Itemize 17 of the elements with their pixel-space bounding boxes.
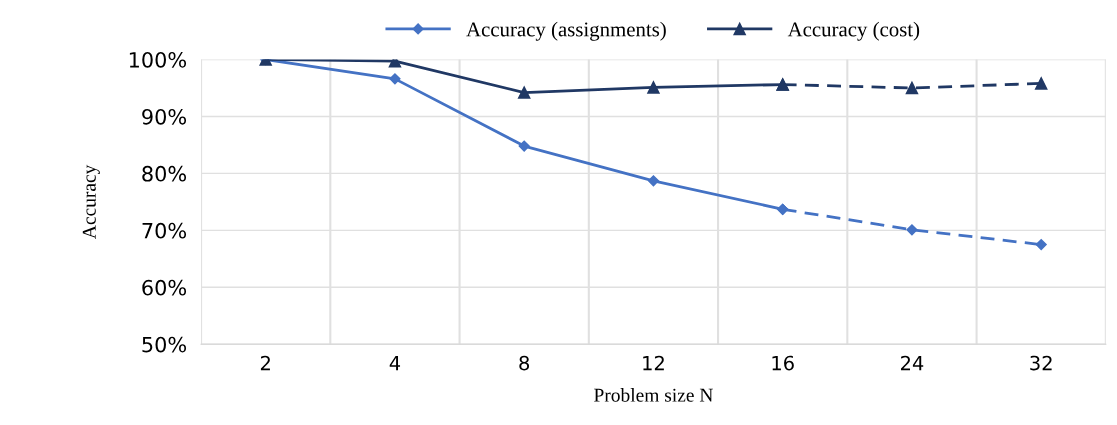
x-tick-label: 4 xyxy=(389,355,401,371)
x-tick-label: 32 xyxy=(1030,355,1052,371)
x-tick-label: 12 xyxy=(643,355,664,371)
legend-label: Accuracy (cost) xyxy=(787,21,920,41)
y-tick-label: 70% xyxy=(142,222,187,239)
x-tick-label: 16 xyxy=(772,355,794,371)
y-tick-label: 50% xyxy=(142,336,187,353)
y-tick-label: 80% xyxy=(142,165,187,182)
legend-label: Accuracy (assignments) xyxy=(466,21,666,41)
x-axis-title: Problem size N xyxy=(594,388,713,402)
y-axis-title: Accuracy xyxy=(82,164,100,239)
x-tick-label: 2 xyxy=(260,355,270,371)
x-tick-label: 24 xyxy=(901,355,924,371)
x-tick-label: 8 xyxy=(519,355,530,371)
y-tick-label: 60% xyxy=(142,279,187,296)
y-tick-label: 100% xyxy=(129,51,187,68)
y-tick-label: 90% xyxy=(142,108,187,125)
